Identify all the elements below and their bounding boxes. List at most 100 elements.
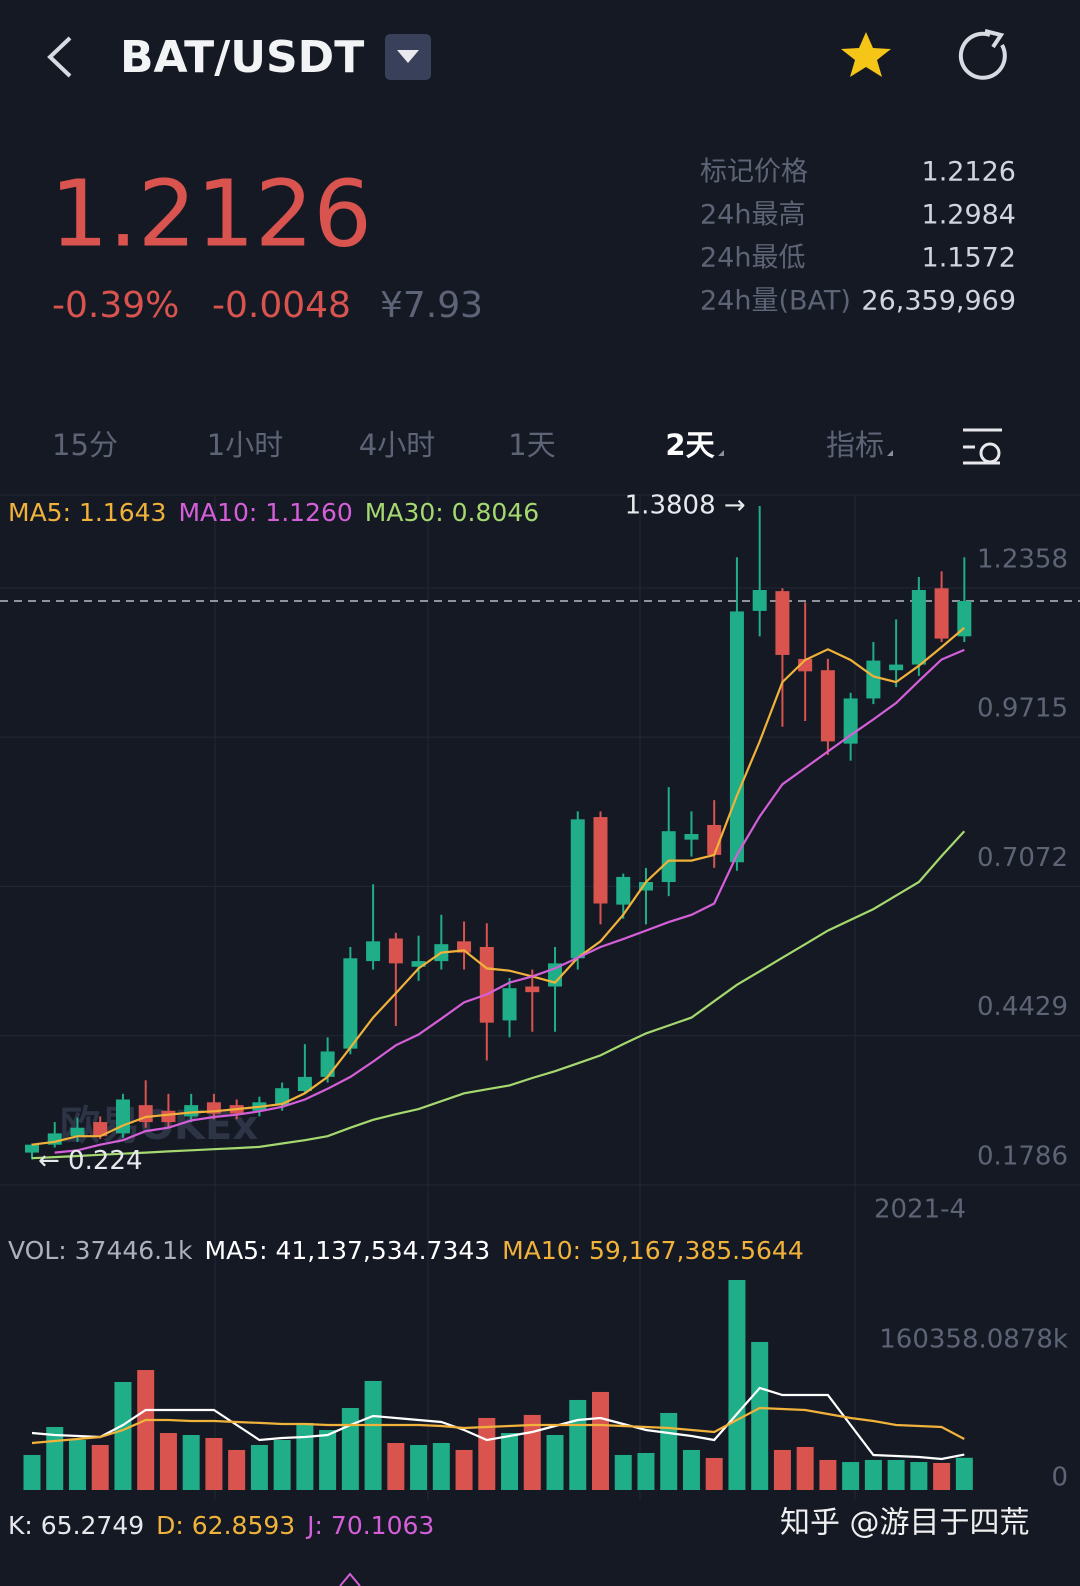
candle-body: [752, 590, 767, 611]
volume-bar: [46, 1426, 64, 1490]
candle-body: [457, 941, 472, 953]
volume-bar: [159, 1433, 177, 1490]
stat-label: 24h量(BAT): [700, 286, 851, 317]
stat-label: 标记价格: [700, 157, 808, 188]
legend-entry: D: 62.8593: [156, 1511, 295, 1540]
tab[interactable]: 4小时: [359, 428, 435, 462]
favorite-star[interactable]: [841, 32, 891, 77]
pair-title[interactable]: BAT/USDT: [120, 32, 364, 83]
volume-bar: [773, 1449, 791, 1490]
volume-bar: [205, 1438, 223, 1490]
candle-body: [25, 1144, 39, 1153]
volume-bar: [432, 1443, 450, 1490]
candle-body: [911, 590, 926, 665]
legend-entry: MA10: 1.1260: [178, 498, 352, 527]
candle-body: [957, 600, 972, 637]
refresh-arrow: [984, 29, 1005, 49]
candle-body: [161, 1110, 176, 1123]
candle-body: [184, 1105, 199, 1117]
ma-line: [54, 648, 965, 1154]
credit: 知乎 @游目于四荒: [780, 1506, 1030, 1541]
tab[interactable]: 指标: [826, 428, 884, 462]
candle-body: [297, 1076, 312, 1092]
volume-bar: [182, 1435, 200, 1490]
volume-bar: [137, 1370, 155, 1490]
volume-bar: [660, 1412, 678, 1490]
back-button[interactable]: [47, 36, 72, 78]
volume-bar: [751, 1341, 769, 1490]
volume-bar: [864, 1459, 882, 1490]
volume-bar: [478, 1417, 496, 1490]
candle-body: [388, 938, 403, 964]
volume-bar: [501, 1433, 519, 1490]
y-tick-label: 0.4429: [977, 992, 1068, 1022]
volume-bar: [705, 1457, 723, 1490]
ma-line: [31, 626, 966, 1146]
volume-bar: [341, 1407, 359, 1490]
legend-entry: K: 65.2749: [8, 1511, 144, 1540]
ma-line: [31, 830, 966, 1160]
volume-bar: [250, 1444, 268, 1490]
volume-bar: [614, 1454, 632, 1490]
candle-body: [47, 1133, 62, 1145]
volume-bar: [228, 1449, 246, 1490]
legend-entry: MA10: 59,167,385.5644: [502, 1236, 804, 1265]
stat-value: 1.1572: [922, 243, 1016, 274]
candle-body: [320, 1051, 335, 1077]
candle-body: [729, 611, 744, 863]
annotation: 1.3808 →: [625, 490, 746, 520]
legend-entry: MA30: 0.8046: [365, 498, 539, 527]
last-price: 1.2126: [50, 160, 372, 267]
volume-bar: [273, 1439, 291, 1490]
stat-label: 24h最低: [700, 243, 805, 274]
y-tick-label: 160358.0878k: [879, 1324, 1068, 1354]
tab[interactable]: 1天: [508, 428, 555, 462]
y-tick-label: 1.2358: [977, 544, 1068, 574]
candle-body: [206, 1102, 221, 1114]
candle-body: [593, 817, 608, 904]
y-tick-label: 0: [1051, 1463, 1068, 1493]
volume-bar: [569, 1399, 587, 1490]
x-tick-label: 2021-4: [874, 1195, 966, 1225]
annotation: ← 0.224: [38, 1146, 142, 1176]
candle-body: [275, 1088, 290, 1106]
change: -0.0048: [212, 285, 351, 326]
dropdown-arrow: [397, 50, 419, 63]
tab[interactable]: 2天: [665, 428, 714, 462]
candle-body: [616, 876, 631, 905]
tab[interactable]: 1小时: [207, 428, 283, 462]
volume-bar: [933, 1462, 951, 1490]
stat-label: 24h最高: [700, 200, 805, 231]
stat-value: 1.2126: [922, 157, 1016, 188]
candle-body: [366, 941, 381, 962]
candle-body: [93, 1122, 108, 1137]
volume-bar: [955, 1457, 973, 1490]
stat-value: 26,359,969: [861, 286, 1016, 317]
volume-bar: [410, 1444, 428, 1490]
volume-bar: [728, 1279, 746, 1490]
candle-body: [570, 819, 585, 959]
volume-bar: [296, 1422, 314, 1490]
tab[interactable]: 15分: [52, 428, 118, 462]
volume-bar: [114, 1381, 132, 1490]
volume-bar: [842, 1462, 860, 1490]
refresh-icon[interactable]: [958, 31, 1007, 80]
volume-bar: [364, 1380, 382, 1490]
candle-body: [343, 958, 358, 1049]
stats: 标记价格 1.2126 24h最高 1.2984 24h最低 1.1572 24h量(BAT…: [700, 157, 1016, 317]
volume-bar: [68, 1439, 86, 1490]
candle-body: [479, 946, 494, 1023]
volume-bar: [682, 1449, 700, 1490]
legend-entry: MA5: 1.1643: [8, 498, 166, 527]
volume-bar: [91, 1444, 109, 1490]
volume-bar: [387, 1443, 405, 1490]
change-pct: -0.39%: [52, 285, 179, 326]
settings-icon[interactable]: [963, 428, 1002, 465]
candle-body: [70, 1127, 85, 1137]
volume-bar: [819, 1459, 837, 1490]
candle-body: [661, 831, 676, 883]
volume-bar: [637, 1452, 655, 1490]
stat-value: 1.2984: [922, 200, 1016, 231]
